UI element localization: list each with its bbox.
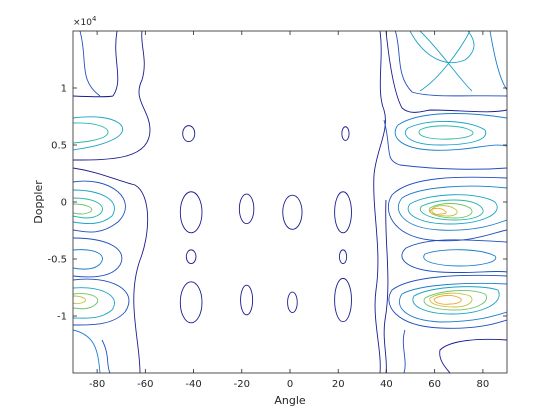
contour-line [397, 185, 507, 231]
contour-line [73, 122, 109, 144]
contour-island [238, 193, 255, 225]
y-axis-exponent: ×104 [73, 15, 97, 28]
contour-line [73, 95, 114, 98]
contour-line [418, 125, 474, 140]
contour-island [338, 249, 348, 265]
y-exponent-power: 4 [92, 15, 97, 23]
contour-line [73, 278, 130, 326]
contour-line [433, 295, 462, 305]
y-tick-label: 0 [61, 198, 67, 209]
contour-line [385, 31, 507, 113]
x-tick-label: 60 [428, 379, 441, 390]
x-tick-label: -60 [137, 379, 153, 390]
contour-island [240, 284, 254, 316]
contour-island [179, 281, 203, 324]
y-tick-label: -1 [57, 312, 67, 323]
contour-line [73, 31, 151, 161]
contour-line [429, 207, 447, 215]
contour-island [179, 191, 203, 234]
y-tick-label: -0.5 [47, 255, 67, 266]
x-tick-label: -40 [185, 379, 201, 390]
contour-line [429, 292, 473, 308]
x-tick-label: 80 [477, 379, 490, 390]
contour-line [73, 167, 149, 373]
contour-island [341, 126, 350, 141]
contour-island [282, 194, 303, 230]
contour-line [394, 31, 507, 97]
contour-line [428, 203, 473, 219]
contour-line [419, 31, 473, 92]
contour-line [401, 239, 507, 274]
contour-line [73, 293, 99, 310]
contour-line [73, 189, 115, 225]
contour-line [383, 119, 507, 170]
contour-line [489, 31, 507, 91]
contour-line [409, 31, 475, 64]
x-tick-label: -80 [89, 379, 105, 390]
contour-line [73, 197, 103, 219]
contour-line [112, 31, 119, 97]
contour-line [73, 203, 93, 215]
contour-line [419, 199, 484, 221]
contour-line [388, 274, 507, 329]
contour-island [334, 277, 352, 323]
x-axis-ticks: -80 -60 -40 -20 0 20 40 60 80 [89, 31, 489, 390]
contour-island [185, 249, 197, 265]
contour-lines [73, 31, 507, 373]
contour-island [334, 191, 352, 234]
contour-line [404, 121, 487, 146]
y-axis-ticks: -1 -0.5 0 0.5 1 [47, 84, 507, 323]
contour-line [73, 249, 103, 270]
x-tick-label: 40 [380, 379, 393, 390]
contour-line [79, 31, 101, 97]
y-tick-label: 0.5 [51, 141, 67, 152]
contour-line [423, 249, 497, 267]
y-tick-label: 1 [61, 84, 67, 95]
contour-island [287, 291, 298, 314]
contour-line [73, 116, 124, 151]
contour-line [383, 199, 389, 373]
contour-line [73, 287, 115, 319]
contour-line [439, 338, 507, 373]
contour-line [423, 290, 487, 311]
contour-island [182, 125, 196, 143]
contour-line [73, 295, 86, 305]
contour-line [402, 329, 406, 373]
contour-line [73, 329, 101, 373]
x-axis-label: Angle [274, 394, 306, 407]
y-exponent-base: ×10 [73, 18, 92, 28]
contour-line [73, 180, 126, 233]
contour-line [394, 113, 507, 151]
x-tick-label: 20 [332, 379, 345, 390]
contour-line [388, 176, 507, 242]
x-tick-label: 0 [287, 379, 293, 390]
y-axis-label: Doppler [32, 180, 45, 224]
contour-line [412, 286, 500, 315]
contour-line [398, 282, 507, 323]
contour-line [73, 237, 123, 278]
contour-line [373, 31, 386, 373]
contour-line [407, 194, 498, 225]
contour-line [101, 339, 111, 373]
x-tick-label: -20 [234, 379, 250, 390]
